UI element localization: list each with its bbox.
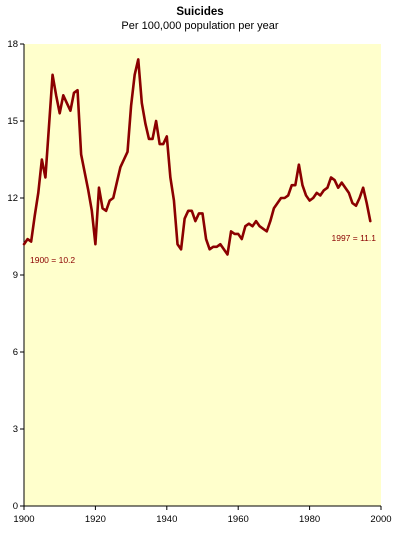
chart-subtitle: Per 100,000 population per year <box>121 20 279 32</box>
y-tick-label: 3 <box>13 424 18 435</box>
x-tick-label: 1920 <box>85 514 106 525</box>
y-tick-label: 0 <box>13 501 18 512</box>
annotation-1900: 1900 = 10.2 <box>30 255 75 265</box>
y-tick-label: 9 <box>13 270 18 281</box>
x-tick-label: 1980 <box>299 514 320 525</box>
y-axis-ticks: 0 3 6 9 12 15 18 <box>7 39 24 512</box>
y-tick-label: 15 <box>7 116 18 127</box>
chart-title: Suicides <box>176 6 223 18</box>
x-tick-label: 1900 <box>13 514 34 525</box>
x-tick-label: 1960 <box>228 514 249 525</box>
annotation-1997: 1997 = 11.1 <box>331 233 376 243</box>
x-tick-label: 2000 <box>370 514 391 525</box>
x-tick-label: 1940 <box>156 514 177 525</box>
x-axis-ticks: 1900 1920 1940 1960 1980 2000 <box>13 506 392 525</box>
y-tick-label: 6 <box>13 347 18 358</box>
plot-area <box>24 44 381 506</box>
y-tick-label: 18 <box>7 39 18 50</box>
suicide-rate-line <box>22 58 372 256</box>
y-tick-label: 12 <box>7 193 18 204</box>
